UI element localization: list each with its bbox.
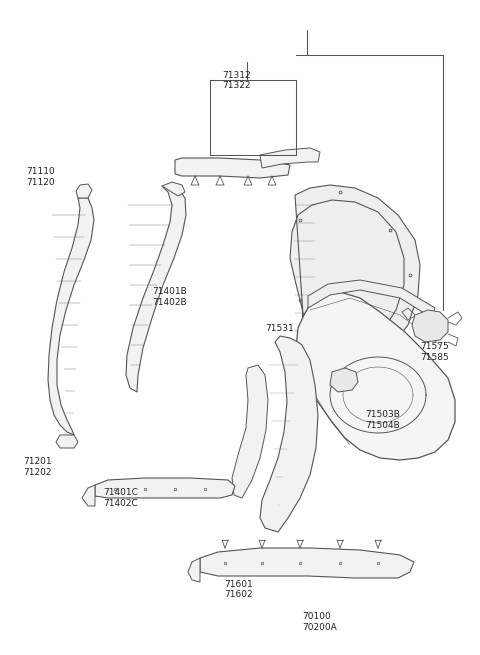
Polygon shape bbox=[296, 292, 455, 460]
Polygon shape bbox=[175, 158, 290, 178]
Text: 71601
71602: 71601 71602 bbox=[225, 580, 253, 599]
Text: 70100
70200A: 70100 70200A bbox=[302, 612, 337, 632]
Polygon shape bbox=[260, 336, 318, 532]
Polygon shape bbox=[162, 182, 185, 196]
Polygon shape bbox=[412, 310, 448, 342]
Polygon shape bbox=[308, 280, 435, 318]
Polygon shape bbox=[126, 186, 186, 392]
Polygon shape bbox=[290, 185, 420, 362]
Text: 71110
71120: 71110 71120 bbox=[26, 167, 55, 187]
Polygon shape bbox=[188, 558, 200, 582]
Text: 71401B
71402B: 71401B 71402B bbox=[153, 287, 187, 307]
Polygon shape bbox=[260, 148, 320, 168]
Polygon shape bbox=[76, 184, 92, 198]
Polygon shape bbox=[56, 435, 78, 448]
Text: 71312
71322: 71312 71322 bbox=[222, 71, 251, 90]
Polygon shape bbox=[232, 365, 268, 498]
Text: 71401C
71402C: 71401C 71402C bbox=[103, 488, 138, 508]
Text: 71531: 71531 bbox=[265, 324, 294, 333]
Polygon shape bbox=[48, 198, 94, 435]
Polygon shape bbox=[200, 548, 414, 578]
Polygon shape bbox=[330, 368, 358, 392]
Text: 71201
71202: 71201 71202 bbox=[23, 457, 52, 477]
Polygon shape bbox=[82, 485, 95, 506]
Polygon shape bbox=[95, 478, 235, 498]
Text: 71575
71585: 71575 71585 bbox=[420, 342, 449, 362]
Text: 71503B
71504B: 71503B 71504B bbox=[365, 410, 400, 430]
